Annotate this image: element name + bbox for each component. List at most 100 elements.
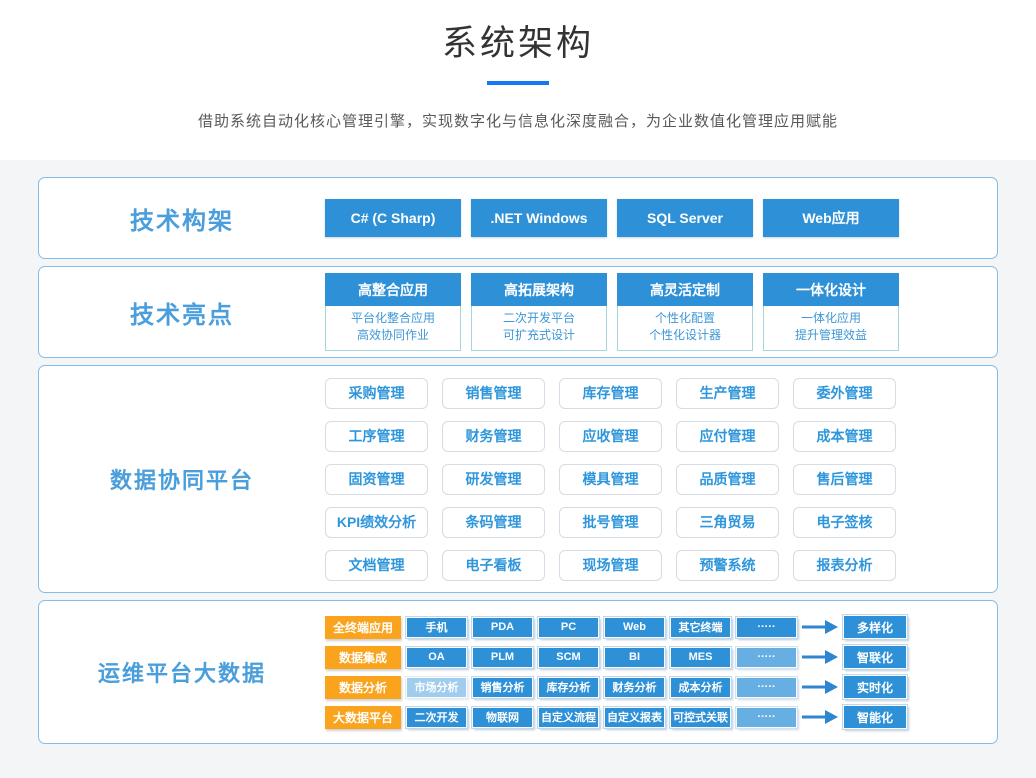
bigdata-cell: 库存分析 xyxy=(538,676,599,698)
module-button[interactable]: KPI绩效分析 xyxy=(325,506,428,538)
highlight-card: 高整合应用 平台化整合应用 高效协同作业 xyxy=(325,273,461,351)
highlight-card-title: 高拓展架构 xyxy=(471,273,607,306)
category-chip: 大数据平台 xyxy=(325,705,401,729)
module-button[interactable]: 电子看板 xyxy=(442,549,545,581)
highlight-card-line: 个性化设计器 xyxy=(648,328,721,342)
module-button[interactable]: 应付管理 xyxy=(676,420,779,452)
bigdata-row: 数据分析 市场分析 销售分析 库存分析 财务分析 成本分析 ····· 实时化 xyxy=(325,675,907,699)
bigdata-cell: 市场分析 xyxy=(406,676,467,698)
bigdata-cell: 自定义报表 xyxy=(604,706,665,728)
module-button[interactable]: 报表分析 xyxy=(793,549,896,581)
result-chip: 实时化 xyxy=(843,675,907,699)
module-button[interactable]: 预警系统 xyxy=(676,549,779,581)
module-button[interactable]: 固资管理 xyxy=(325,463,428,495)
tech-button-csharp[interactable]: C# (C Sharp) xyxy=(325,199,461,237)
tech-stack-label: 技术构架 xyxy=(130,207,234,235)
highlight-card-title: 高灵活定制 xyxy=(617,273,753,306)
result-chip: 多样化 xyxy=(843,615,907,639)
data-platform-panel: 数据协同平台 采购管理 销售管理 库存管理 生产管理 委外管理 工序管理 财务管… xyxy=(38,365,998,593)
module-button[interactable]: 条码管理 xyxy=(442,506,545,538)
module-button[interactable]: 现场管理 xyxy=(559,549,662,581)
tech-button-web[interactable]: Web应用 xyxy=(763,199,899,237)
module-button[interactable]: 电子签核 xyxy=(793,506,896,538)
bigdata-panel: 运维平台大数据 全终端应用 手机 PDA PC Web 其它终端 ····· 多… xyxy=(38,600,998,744)
module-button[interactable]: 售后管理 xyxy=(793,463,896,495)
highlight-card: 高灵活定制 个性化配置 个性化设计器 xyxy=(617,273,753,351)
highlight-card-title: 一体化设计 xyxy=(763,273,899,306)
bigdata-cell: PDA xyxy=(472,616,533,638)
bigdata-cell: 财务分析 xyxy=(604,676,665,698)
module-button[interactable]: 生产管理 xyxy=(676,377,779,409)
bigdata-cell: Web xyxy=(604,616,665,638)
tech-button-dotnet[interactable]: .NET Windows xyxy=(471,199,607,237)
arrow-right-icon xyxy=(802,649,838,665)
page-header: 系统架构 借助系统自动化核心管理引擎，实现数字化与信息化深度融合，为企业数值化管… xyxy=(0,0,1036,160)
bigdata-cell: PC xyxy=(538,616,599,638)
module-button[interactable]: 研发管理 xyxy=(442,463,545,495)
module-button[interactable]: 模具管理 xyxy=(559,463,662,495)
highlights-panel: 技术亮点 高整合应用 平台化整合应用 高效协同作业 高拓展架构 二次开发平台 可… xyxy=(38,266,998,358)
highlight-card-line: 平台化整合应用 xyxy=(350,311,435,325)
highlight-card-line: 可扩充式设计 xyxy=(502,328,575,342)
highlight-card-line: 二次开发平台 xyxy=(502,311,575,325)
highlight-card-line: 一体化应用 xyxy=(800,311,861,325)
highlight-card-line: 高效协同作业 xyxy=(356,328,429,342)
bigdata-cell: PLM xyxy=(472,646,533,668)
module-button[interactable]: 批号管理 xyxy=(559,506,662,538)
title-underline xyxy=(487,81,549,85)
result-chip: 智能化 xyxy=(843,705,907,729)
arrow-right-icon xyxy=(802,619,838,635)
highlight-card-line: 个性化配置 xyxy=(654,311,715,325)
highlights-label: 技术亮点 xyxy=(130,301,234,329)
highlight-card: 一体化设计 一体化应用 提升管理效益 xyxy=(763,273,899,351)
page-title: 系统架构 xyxy=(441,24,594,63)
module-button[interactable]: 工序管理 xyxy=(325,420,428,452)
arrow-right-icon xyxy=(802,679,838,695)
bigdata-label: 运维平台大数据 xyxy=(97,661,266,686)
bigdata-cell: BI xyxy=(604,646,665,668)
bigdata-row: 数据集成 OA PLM SCM BI MES ····· 智联化 xyxy=(325,645,907,669)
bigdata-cell: 二次开发 xyxy=(406,706,467,728)
bigdata-cell: 可控式关联 xyxy=(670,706,731,728)
data-platform-label: 数据协同平台 xyxy=(109,468,254,493)
bigdata-cell: 自定义流程 xyxy=(538,706,599,728)
module-button[interactable]: 财务管理 xyxy=(442,420,545,452)
tech-stack-buttons: C# (C Sharp) .NET Windows SQL Server Web… xyxy=(325,199,899,237)
bigdata-cell: 销售分析 xyxy=(472,676,533,698)
tech-stack-panel: 技术构架 C# (C Sharp) .NET Windows SQL Serve… xyxy=(38,177,998,259)
module-button[interactable]: 应收管理 xyxy=(559,420,662,452)
bigdata-cell-more: ····· xyxy=(736,646,797,668)
highlight-cards: 高整合应用 平台化整合应用 高效协同作业 高拓展架构 二次开发平台 可扩充式设计… xyxy=(325,273,899,351)
bigdata-grid: 全终端应用 手机 PDA PC Web 其它终端 ····· 多样化 数据集成 … xyxy=(325,615,907,729)
bigdata-cell-more: ····· xyxy=(736,616,797,638)
tech-button-sqlserver[interactable]: SQL Server xyxy=(617,199,753,237)
module-button[interactable]: 文档管理 xyxy=(325,549,428,581)
highlight-card-title: 高整合应用 xyxy=(325,273,461,306)
bigdata-cell: SCM xyxy=(538,646,599,668)
bigdata-row: 全终端应用 手机 PDA PC Web 其它终端 ····· 多样化 xyxy=(325,615,907,639)
bigdata-cell: 手机 xyxy=(406,616,467,638)
module-button[interactable]: 采购管理 xyxy=(325,377,428,409)
module-button[interactable]: 三角贸易 xyxy=(676,506,779,538)
bigdata-row: 大数据平台 二次开发 物联网 自定义流程 自定义报表 可控式关联 ····· 智… xyxy=(325,705,907,729)
content-band: 技术构架 C# (C Sharp) .NET Windows SQL Serve… xyxy=(0,160,1036,778)
module-button[interactable]: 库存管理 xyxy=(559,377,662,409)
bigdata-cell: 其它终端 xyxy=(670,616,731,638)
module-button[interactable]: 品质管理 xyxy=(676,463,779,495)
module-grid: 采购管理 销售管理 库存管理 生产管理 委外管理 工序管理 财务管理 应收管理 … xyxy=(325,377,896,581)
highlight-card-line: 提升管理效益 xyxy=(794,328,867,342)
category-chip: 全终端应用 xyxy=(325,615,401,639)
bigdata-cell-more: ····· xyxy=(736,706,797,728)
module-button[interactable]: 成本管理 xyxy=(793,420,896,452)
module-button[interactable]: 销售管理 xyxy=(442,377,545,409)
bigdata-cell: OA xyxy=(406,646,467,668)
highlight-card: 高拓展架构 二次开发平台 可扩充式设计 xyxy=(471,273,607,351)
bigdata-cell-more: ····· xyxy=(736,676,797,698)
bigdata-cell: 成本分析 xyxy=(670,676,731,698)
page-subtitle: 借助系统自动化核心管理引擎，实现数字化与信息化深度融合，为企业数值化管理应用赋能 xyxy=(197,113,838,130)
category-chip: 数据分析 xyxy=(325,675,401,699)
bigdata-cell: 物联网 xyxy=(472,706,533,728)
bigdata-cell: MES xyxy=(670,646,731,668)
arrow-right-icon xyxy=(802,709,838,725)
module-button[interactable]: 委外管理 xyxy=(793,377,896,409)
